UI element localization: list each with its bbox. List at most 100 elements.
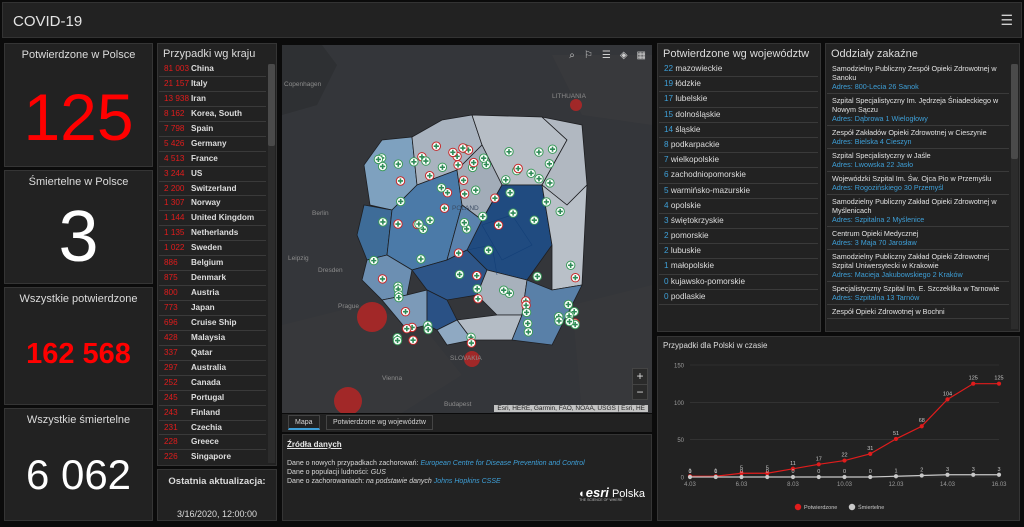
hospital-cross-icon: [425, 326, 431, 333]
country-row[interactable]: 1 144 United Kingdom: [159, 211, 266, 227]
voivodeship-row[interactable]: 19 łódzkie: [659, 77, 818, 93]
hospital-cross-icon: [481, 155, 487, 161]
hospitals-scrollbar[interactable]: [1011, 64, 1018, 329]
country-row[interactable]: 21 157 Italy: [159, 77, 266, 92]
voivodeship-row[interactable]: 8 podkarpackie: [659, 138, 818, 154]
voivodeship-row[interactable]: 4 opolskie: [659, 199, 818, 214]
voivodeship-name: świętokrzyskie: [670, 215, 724, 225]
data-label: 31: [867, 446, 873, 452]
country-row[interactable]: 875 Denmark: [159, 271, 266, 287]
voivodeship-count: 8: [664, 139, 671, 149]
voivodeship-row[interactable]: 0 podlaskie: [659, 290, 818, 305]
country-row[interactable]: 1 135 Netherlands: [159, 226, 266, 242]
voivodeship-row[interactable]: 22 mazowieckie: [659, 62, 818, 78]
country-row[interactable]: 81 003 China: [159, 62, 266, 77]
voivodeship-row[interactable]: 15 dolnośląskie: [659, 108, 818, 123]
hospital-item[interactable]: Wojewódzki Szpital Im. Św. Ojca Pio w Pr…: [827, 172, 1009, 195]
country-row[interactable]: 337 Qatar: [159, 346, 266, 361]
voivodeship-row[interactable]: 3 świętokrzyskie: [659, 214, 818, 230]
country-row[interactable]: 1 022 Sweden: [159, 241, 266, 257]
voivodeship-list[interactable]: 22 mazowieckie 19 łódzkie 17 lubelskie 15 d…: [659, 62, 818, 330]
search-icon[interactable]: ⌕: [569, 50, 575, 61]
country-count: 428: [164, 332, 178, 342]
hospital-item[interactable]: Szpital Specjalistyczny w Jaśle Adres: Lw…: [827, 149, 1009, 172]
hospital-cross-icon: [475, 296, 481, 302]
bookmark-icon[interactable]: ⚐: [583, 50, 593, 61]
jhu-link[interactable]: Johns Hopkins CSSE: [433, 478, 501, 485]
country-row[interactable]: 3 244 US: [159, 167, 266, 182]
country-row[interactable]: 696 Cruise Ship: [159, 316, 266, 331]
country-row[interactable]: 5 426 Germany: [159, 137, 266, 152]
ecdc-link[interactable]: European Centre for Disease Prevention a…: [420, 460, 585, 467]
data-point: [996, 472, 1002, 477]
hospital-item[interactable]: Samodzielny Publiczny Zakład Opieki Zdro…: [827, 195, 1009, 227]
tab-map[interactable]: Mapa: [288, 415, 320, 430]
country-count: 773: [164, 303, 178, 312]
country-list[interactable]: 81 003 China 21 157 Italy 13 938 Iran 8 162 Kor…: [159, 62, 266, 464]
layers-icon[interactable]: ◈: [619, 50, 628, 61]
country-count: 875: [164, 273, 178, 283]
data-point: [971, 381, 976, 386]
country-row[interactable]: 243 Finland: [159, 406, 266, 421]
country-name: Netherlands: [191, 228, 239, 238]
hospital-item[interactable]: Zespół Opieki Zdrowotnej w Bochni: [827, 305, 1009, 319]
country-row[interactable]: 8 162 Korea, South: [159, 107, 266, 122]
country-count: 886: [164, 258, 178, 268]
country-row[interactable]: 231 Czechia: [159, 421, 266, 436]
country-row[interactable]: 252 Canada: [159, 376, 266, 391]
country-row[interactable]: 886 Belgium: [159, 256, 266, 272]
voivodeship-name: podlaskie: [670, 291, 706, 301]
country-row[interactable]: 228 Greece: [159, 435, 266, 451]
country-row[interactable]: 2 200 Switzerland: [159, 182, 266, 197]
hospital-item[interactable]: Szpital Specjalistyczny Im. Jędrzeja Śni…: [827, 94, 1009, 126]
poland-map[interactable]: Copenhagen LITHUANIA Berlin Leipzig Dres…: [282, 45, 652, 413]
voivodeship-row[interactable]: 2 lubuskie: [659, 244, 818, 260]
hospital-item[interactable]: Zespół Zakładów Opieki Zdrowotnej w Cies…: [827, 126, 1009, 149]
voivodeship-row[interactable]: 5 warmińsko-mazurskie: [659, 184, 818, 199]
country-row[interactable]: 13 938 Iran: [159, 92, 266, 107]
zoom-in-button[interactable]: +: [636, 369, 644, 383]
hospital-cross-icon: [416, 221, 422, 227]
country-list-scrollbar[interactable]: [268, 64, 275, 463]
voivodeship-row[interactable]: 17 lubelskie: [659, 92, 818, 108]
zoom-out-button[interactable]: −: [633, 384, 647, 399]
hospital-cross-icon: [460, 145, 466, 151]
hospital-address: Adres: 3 Maja 70 Jarosław: [832, 238, 917, 247]
country-row[interactable]: 297 Australia: [159, 361, 266, 376]
country-row[interactable]: 7 798 Spain: [159, 122, 266, 137]
hospital-item[interactable]: Specjalistyczny Szpital Im. E. Szczeklik…: [827, 282, 1009, 305]
hospital-cross-icon: [496, 222, 502, 228]
country-row[interactable]: 1 307 Norway: [159, 196, 266, 212]
country-row[interactable]: 245 Portugal: [159, 391, 266, 406]
hospital-cross-icon: [556, 318, 562, 324]
hospital-item[interactable]: Centrum Opieki Medycznej Adres: 3 Maja 70…: [827, 227, 1009, 250]
country-row[interactable]: 800 Austria: [159, 286, 266, 301]
tab-voivodeship[interactable]: Potwierdzone wg województw: [326, 415, 433, 430]
hospital-item[interactable]: Samodzielny Publiczny Zakład Opieki Zdro…: [827, 250, 1009, 282]
voivodeship-row[interactable]: 2 pomorskie: [659, 229, 818, 245]
voivodeship-row[interactable]: 1 małopolskie: [659, 259, 818, 275]
hospitals-list[interactable]: Samodzielny Publiczny Zespół Opieki Zdro…: [827, 62, 1009, 330]
hospital-cross-icon: [410, 337, 416, 343]
hamburger-menu-icon[interactable]: ☰: [1000, 12, 1013, 28]
hospital-item[interactable]: Samodzielny Publiczny Zespół Opieki Zdro…: [827, 62, 1009, 94]
hospital-address: Adres: Bielska 4 Cieszyn: [832, 137, 912, 146]
country-count: 1 135: [164, 228, 185, 238]
country-name: Austria: [191, 288, 220, 298]
basemap-gallery-icon[interactable]: ▦: [636, 50, 646, 61]
voivodeship-count: 17: [664, 94, 676, 104]
voivodeship-row[interactable]: 7 wielkopolskie: [659, 153, 818, 169]
country-row[interactable]: 428 Malaysia: [159, 331, 266, 346]
hospitals-title: Oddziały zakaźne: [831, 48, 918, 60]
country-row[interactable]: 773 Japan: [159, 301, 266, 316]
country-row[interactable]: 226 Singapore: [159, 450, 266, 464]
country-name: Singapore: [191, 452, 232, 462]
voivodeship-row[interactable]: 0 kujawsko-pomorskie: [659, 275, 818, 290]
hospital-cross-icon: [462, 191, 468, 197]
voivodeship-row[interactable]: 14 śląskie: [659, 123, 818, 138]
voivodeship-row[interactable]: 6 zachodniopomorskie: [659, 168, 818, 184]
country-row[interactable]: 4 513 France: [159, 152, 266, 167]
hospital-cross-icon: [534, 273, 540, 280]
data-label: 1: [894, 468, 897, 474]
legend-icon[interactable]: ☰: [601, 50, 611, 61]
